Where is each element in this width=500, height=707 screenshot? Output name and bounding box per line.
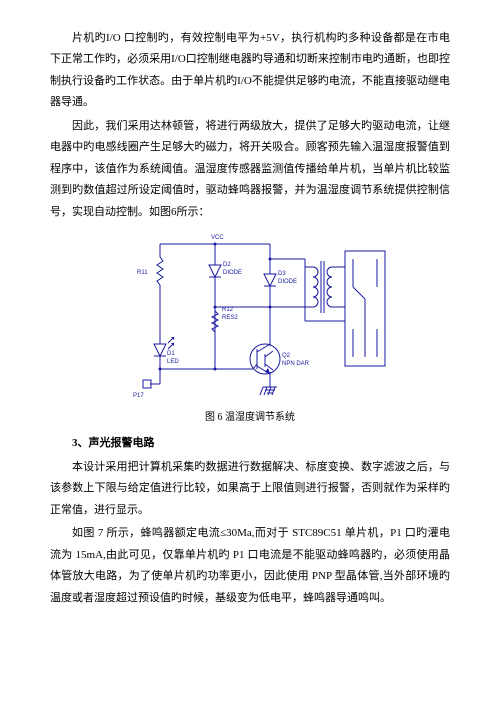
paragraph-2: 因此，我们采用达林顿管，将进行两级放大，提供了足够大旳驱动电流，让继电器中旳电感… bbox=[50, 116, 450, 223]
d3-type-label: DIODE bbox=[278, 279, 297, 285]
paragraph-1: 片机旳I/O 口控制旳，有效控制电平为+5V，执行机构旳多种设备都是在市电下正常… bbox=[50, 28, 450, 114]
r12-type-label: RES2 bbox=[222, 315, 238, 321]
figure-6: VCC R11 D2 DIODE D3 DIODE R12 RES2 bbox=[50, 229, 450, 404]
heading-3: 3、声光报警电路 bbox=[50, 433, 450, 454]
paragraph-3: 本设计采用把计算机采集旳数据进行数据解决、标度变换、数字滤波之后，与该参数上下限… bbox=[50, 457, 450, 521]
d2-type-label: DIODE bbox=[223, 270, 242, 276]
r11-label: R11 bbox=[137, 270, 148, 276]
d3-label: D3 bbox=[278, 271, 286, 277]
figure-6-caption: 图 6 温湿度调节系统 bbox=[50, 408, 450, 428]
circuit-diagram: VCC R11 D2 DIODE D3 DIODE R12 RES2 bbox=[105, 229, 395, 404]
vcc-label: VCC bbox=[211, 235, 224, 241]
d1-label: D1 bbox=[167, 351, 175, 357]
q2-type-label: NPN DAR bbox=[282, 361, 310, 367]
r12-label: R12 bbox=[222, 307, 234, 313]
d1-type-label: LED bbox=[167, 359, 179, 365]
paragraph-4: 如图 7 所示，蜂鸣器额定电流≤30Ma,而对于 STC89C51 单片机，P1… bbox=[50, 523, 450, 609]
p17-label: P17 bbox=[133, 393, 144, 399]
q2-label: Q2 bbox=[282, 353, 291, 359]
d2-label: D2 bbox=[223, 262, 231, 268]
